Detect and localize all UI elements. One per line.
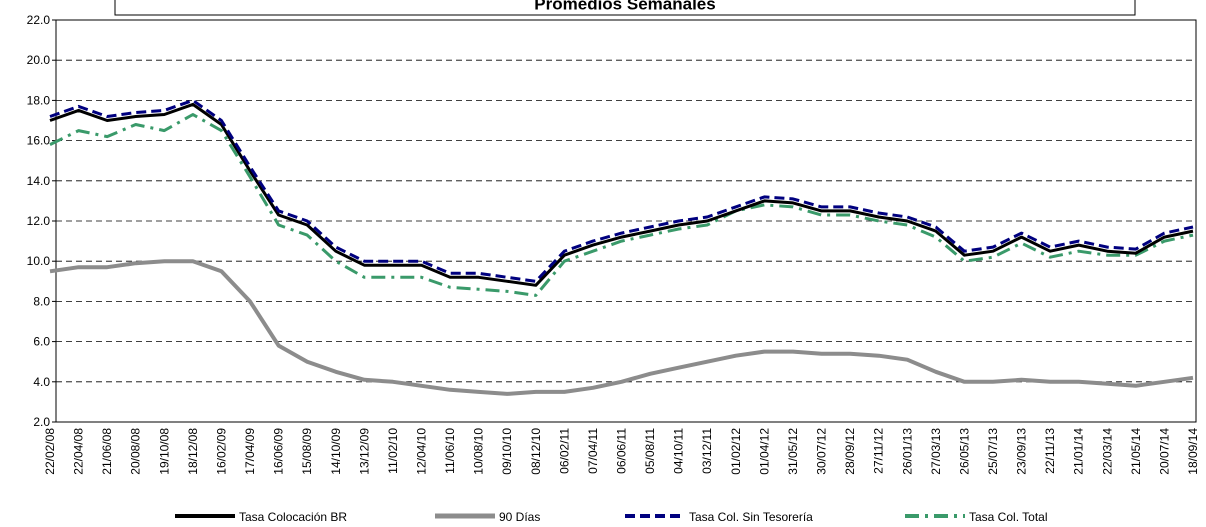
x-tick-label: 26/01/13	[900, 428, 914, 475]
x-tick-label: 23/09/13	[1015, 428, 1029, 475]
y-tick-label: 6.0	[33, 335, 50, 349]
x-tick-label: 11/02/10	[386, 428, 400, 474]
x-tick-label: 10/08/10	[472, 428, 486, 475]
y-tick-label: 12.0	[27, 214, 51, 228]
y-tick-label: 10.0	[27, 254, 51, 268]
x-tick-label: 22/11/13	[1043, 428, 1057, 474]
x-tick-label: 31/05/12	[786, 428, 800, 475]
y-tick-label: 14.0	[27, 174, 51, 188]
x-tick-label: 22/03/14	[1100, 428, 1114, 475]
x-tick-label: 27/03/13	[929, 428, 943, 475]
x-tick-label: 12/04/10	[414, 428, 428, 475]
x-tick-label: 05/08/11	[643, 428, 657, 474]
x-tick-label: 15/08/09	[300, 428, 314, 475]
x-tick-label: 07/04/11	[586, 428, 600, 474]
x-tick-label: 19/10/08	[157, 428, 171, 475]
x-tick-label: 01/04/12	[757, 428, 771, 475]
y-tick-label: 4.0	[33, 375, 50, 389]
x-tick-label: 25/07/13	[986, 428, 1000, 475]
legend-label: 90 Días	[499, 510, 540, 524]
x-tick-label: 30/07/12	[815, 428, 829, 475]
x-tick-label: 16/02/09	[214, 428, 228, 475]
y-tick-label: 20.0	[27, 53, 51, 67]
x-tick-label: 03/12/11	[700, 428, 714, 474]
x-tick-label: 11/06/10	[443, 428, 457, 474]
x-tick-label: 16/06/09	[272, 428, 286, 475]
x-tick-label: 21/05/14	[1129, 428, 1143, 475]
y-tick-label: 18.0	[27, 93, 51, 107]
x-tick-label: 06/02/11	[557, 428, 571, 474]
x-tick-label: 17/04/09	[243, 428, 257, 475]
legend-label: Tasa Col. Total	[969, 510, 1048, 524]
legend-label: Tasa Col. Sin Tesorería	[689, 510, 813, 524]
y-tick-label: 22.0	[27, 13, 51, 27]
y-tick-label: 16.0	[27, 134, 51, 148]
x-tick-label: 28/09/12	[843, 428, 857, 475]
series-line	[49, 102, 1194, 287]
x-tick-label: 06/06/11	[615, 428, 629, 474]
x-tick-label: 09/10/10	[500, 428, 514, 475]
series-line	[49, 98, 1194, 283]
series-line	[49, 259, 1194, 396]
x-tick-label: 22/02/08	[43, 428, 57, 475]
x-tick-label: 01/02/12	[729, 428, 743, 475]
title-box	[114, 0, 1136, 16]
y-tick-label: 2.0	[33, 415, 50, 429]
x-tick-label: 08/12/10	[529, 428, 543, 475]
y-tick-label: 8.0	[33, 294, 50, 308]
x-tick-label: 27/11/12	[872, 428, 886, 474]
x-tick-label: 20/07/14	[1157, 428, 1171, 475]
x-tick-label: 22/04/08	[72, 428, 86, 475]
x-tick-label: 21/01/14	[1072, 428, 1086, 475]
x-tick-label: 04/10/11	[672, 428, 686, 474]
x-tick-label: 18/12/08	[186, 428, 200, 475]
x-tick-label: 26/05/13	[957, 428, 971, 475]
series-line	[49, 113, 1194, 297]
legend-label: Tasa Colocación BR	[239, 510, 347, 524]
x-tick-label: 14/10/09	[329, 428, 343, 475]
chart-title: Promedios Semanales	[534, 0, 715, 13]
x-tick-label: 13/12/09	[357, 428, 371, 475]
x-tick-label: 21/06/08	[100, 428, 114, 475]
x-tick-label: 20/08/08	[129, 428, 143, 475]
plot-border	[55, 19, 1197, 423]
x-tick-label: 18/09/14	[1186, 428, 1200, 475]
